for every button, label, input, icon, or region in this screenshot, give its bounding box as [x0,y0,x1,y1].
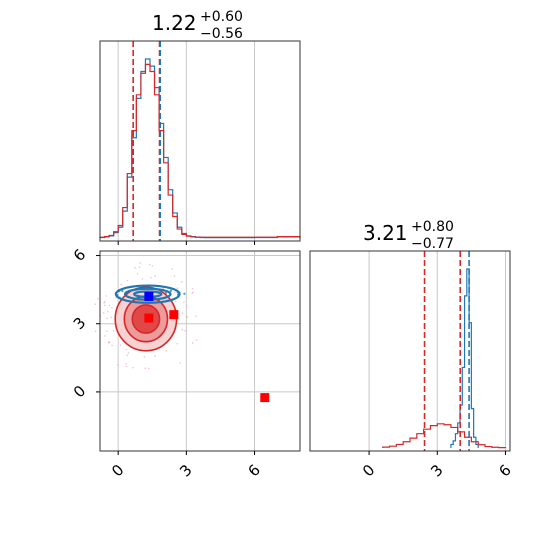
sample-point [139,262,142,264]
sample-point [120,283,123,286]
tick-labels: 0 3 6 0 3 6 0 3 6 [70,241,515,480]
panel-1-title-minus: −0.56 [200,26,243,42]
tick-label-y-0: 0 [70,382,89,401]
truth-marker-1 [144,313,154,323]
truth-marker-0 [144,291,154,301]
sample-point [125,348,128,351]
sample-point [154,354,156,357]
sample-point [104,335,106,337]
tick-label-x-0: 0 [108,461,127,480]
histogram-series-1 [99,63,301,238]
tick-label-y-1: 3 [70,314,89,333]
sample-point [111,306,113,309]
sample-point [110,316,112,319]
sample-point [103,304,106,307]
sample-point [148,263,151,266]
sample-point [125,362,127,365]
histogram-series-1 [382,423,507,449]
panel-1-title: 1.22 +0.60 −0.56 [152,9,243,42]
sample-point [174,300,177,303]
sample-point [112,330,115,332]
tick-label-p3-x-0: 0 [359,461,378,480]
sample-point [138,266,141,269]
axes-frame-1 [99,40,301,242]
sample-point [108,304,111,307]
sample-point [107,341,110,344]
sample-point [106,330,108,333]
sample-point [181,312,184,314]
blue-contour-0 [114,284,181,304]
sample-point [183,301,185,303]
sample-point [134,266,136,269]
sample-point [191,287,194,290]
panel-3-title-median: 3.21 [363,221,408,245]
sample-point [151,265,154,267]
sample-point [97,298,99,300]
sample-point [174,291,176,293]
sample-point [173,275,176,277]
truth-marker-3 [260,393,270,403]
sample-point [176,287,179,289]
tick-label-x-1: 3 [176,461,195,480]
sample-point [125,365,128,368]
panel-3-title-minus: −0.77 [411,236,454,252]
sample-point [111,344,113,347]
panel-1-title-median: 1.22 [152,11,197,35]
sample-point [195,339,198,341]
truth-marker-2 [169,310,179,320]
sample-point [180,280,183,283]
tick-label-p3-x-1: 3 [427,461,446,480]
marginal-histogram-2 [309,250,511,452]
sample-point [132,366,134,369]
sample-point [103,301,105,304]
sample-point [147,367,150,370]
sample-point [171,268,174,270]
panel-3-title-plus: +0.80 [411,219,454,235]
joint-contour-panel [94,250,301,452]
sample-point [154,275,156,278]
sample-point [143,356,146,358]
tick-label-p3-x-2: 6 [495,461,514,480]
sample-point [165,350,168,352]
tick-label-x-2: 6 [244,461,263,480]
sample-point [150,276,152,279]
sample-point [126,354,128,357]
axes-frame-2 [99,250,301,452]
sample-point [184,329,186,332]
sample-point [195,315,197,318]
sample-point [176,342,179,345]
sample-point-blue [183,292,186,295]
sample-point [106,317,108,320]
sample-point [104,300,106,303]
marginal-histogram-1 [99,40,301,242]
sample-point [127,352,130,354]
axes-frame-3 [309,250,511,452]
sample-point [191,342,194,344]
sample-point [94,303,97,305]
histogram-series-0 [450,268,479,448]
sample-point [102,312,105,314]
sample-point [141,278,144,280]
sample-point [186,316,189,318]
sample-point [136,273,139,275]
sample-point-blue [121,289,124,293]
sample-point [144,367,146,370]
sample-point [117,364,119,366]
sample-point-blue [169,289,172,292]
sample-point [106,310,109,313]
histogram-series-0 [99,58,301,239]
sample-point [119,344,122,346]
panel-1-title-plus: +0.60 [200,9,243,25]
sample-point [94,330,97,333]
sample-point [192,291,194,294]
panel-3-title: 3.21 +0.80 −0.77 [363,219,454,252]
sample-point [105,295,107,297]
tick-label-y-2: 6 [70,245,89,264]
sample-point [179,362,182,364]
sample-point [185,305,188,307]
sample-point [126,279,129,282]
sample-point [181,328,184,331]
